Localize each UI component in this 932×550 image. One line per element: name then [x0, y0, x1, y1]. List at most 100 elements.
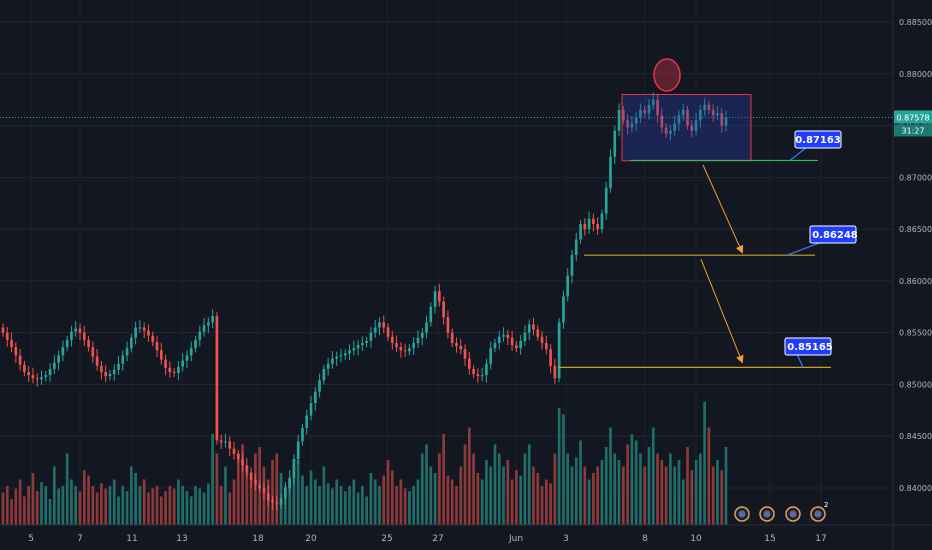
candle-body[interactable]: [14, 347, 18, 356]
candle-body[interactable]: [489, 348, 493, 364]
candle-body[interactable]: [104, 372, 108, 377]
candle-body[interactable]: [202, 325, 206, 332]
candle-body[interactable]: [27, 372, 30, 376]
candle-body[interactable]: [215, 316, 219, 441]
candle-body[interactable]: [134, 327, 137, 338]
candle-body[interactable]: [147, 330, 150, 336]
candle-body[interactable]: [467, 358, 471, 369]
candle-body[interactable]: [82, 332, 86, 340]
candle-body[interactable]: [232, 448, 236, 454]
candle-body[interactable]: [472, 368, 475, 375]
candle-body[interactable]: [151, 335, 155, 342]
candle-body[interactable]: [361, 343, 364, 346]
candle-body[interactable]: [433, 291, 437, 307]
candle-body[interactable]: [566, 275, 570, 297]
candle-body[interactable]: [476, 374, 480, 377]
candle-body[interactable]: [609, 156, 612, 188]
candle-body[interactable]: [61, 347, 65, 356]
event-markers[interactable]: 2: [734, 501, 828, 522]
candle-body[interactable]: [57, 355, 60, 363]
candle-body[interactable]: [356, 345, 360, 349]
candle-body[interactable]: [647, 104, 651, 114]
candle-body[interactable]: [536, 329, 540, 337]
candle-body[interactable]: [130, 337, 133, 349]
candle-body[interactable]: [249, 472, 253, 480]
candle-body[interactable]: [301, 427, 304, 442]
candle-body[interactable]: [266, 493, 270, 501]
candle-body[interactable]: [707, 104, 711, 111]
candle-body[interactable]: [446, 317, 450, 333]
candle-body[interactable]: [181, 360, 185, 367]
candle-body[interactable]: [639, 110, 642, 118]
candle-body[interactable]: [510, 337, 514, 346]
candle-body[interactable]: [703, 104, 706, 111]
candle-body[interactable]: [125, 348, 129, 356]
candle-body[interactable]: [673, 123, 676, 131]
candle-body[interactable]: [459, 346, 463, 350]
candle-body[interactable]: [438, 291, 441, 302]
candle-body[interactable]: [296, 441, 300, 460]
candle-body[interactable]: [284, 488, 287, 499]
candle-body[interactable]: [343, 353, 347, 356]
candle-body[interactable]: [395, 343, 398, 348]
candle-body[interactable]: [562, 296, 565, 323]
candle-body[interactable]: [95, 356, 99, 366]
candle-body[interactable]: [228, 441, 232, 449]
candle-body[interactable]: [592, 218, 595, 224]
candle-body[interactable]: [44, 375, 48, 378]
target-2-callout[interactable]: [784, 337, 832, 356]
candle-body[interactable]: [159, 350, 163, 360]
candle-body[interactable]: [408, 348, 411, 352]
candle-body[interactable]: [549, 349, 552, 366]
candle-body[interactable]: [155, 341, 159, 351]
candle-body[interactable]: [399, 347, 403, 351]
candle-body[interactable]: [112, 369, 116, 375]
candle-body[interactable]: [485, 363, 488, 376]
candle-body[interactable]: [87, 339, 90, 348]
candle-body[interactable]: [699, 110, 702, 121]
candle-body[interactable]: [339, 355, 343, 357]
candle-body[interactable]: [378, 322, 381, 328]
candle-body[interactable]: [35, 378, 39, 380]
candle-body[interactable]: [219, 440, 223, 443]
candle-body[interactable]: [621, 110, 625, 121]
candle-body[interactable]: [245, 465, 249, 473]
candle-body[interactable]: [318, 380, 321, 392]
candle-body[interactable]: [587, 218, 591, 230]
candle-body[interactable]: [177, 366, 180, 374]
candle-body[interactable]: [211, 316, 214, 323]
candle-body[interactable]: [348, 350, 351, 354]
candle-body[interactable]: [711, 110, 715, 116]
candle-body[interactable]: [10, 339, 13, 348]
candle-body[interactable]: [651, 99, 655, 105]
candle-body[interactable]: [322, 368, 326, 381]
candle-body[interactable]: [78, 328, 82, 333]
candle-body[interactable]: [305, 415, 309, 428]
candle-body[interactable]: [450, 332, 454, 344]
candle-body[interactable]: [91, 347, 95, 357]
candle-body[interactable]: [630, 123, 634, 128]
candle-body[interactable]: [53, 362, 56, 369]
candle-body[interactable]: [207, 322, 210, 326]
candle-body[interactable]: [198, 331, 202, 340]
candle-body[interactable]: [412, 343, 416, 349]
candle-body[interactable]: [416, 337, 420, 344]
candle-body[interactable]: [403, 350, 407, 352]
candle-body[interactable]: [634, 117, 638, 124]
candle-body[interactable]: [31, 375, 35, 379]
candle-body[interactable]: [313, 391, 317, 404]
candle-body[interactable]: [493, 343, 497, 349]
candle-body[interactable]: [271, 500, 274, 503]
candle-body[interactable]: [523, 332, 527, 341]
candle-body[interactable]: [382, 322, 386, 328]
candle-body[interactable]: [480, 375, 484, 377]
candle-body[interactable]: [617, 110, 621, 131]
time-axis[interactable]: 5 7 11 13 18 20 25 27 Jun 3 8 10 15 17: [0, 524, 932, 544]
candle-body[interactable]: [40, 377, 43, 380]
candle-body[interactable]: [463, 349, 467, 359]
highlight-circle[interactable]: [653, 58, 681, 92]
candle-body[interactable]: [100, 365, 103, 373]
candle-body[interactable]: [275, 502, 279, 505]
candle-body[interactable]: [5, 332, 9, 340]
candle-body[interactable]: [656, 99, 659, 116]
